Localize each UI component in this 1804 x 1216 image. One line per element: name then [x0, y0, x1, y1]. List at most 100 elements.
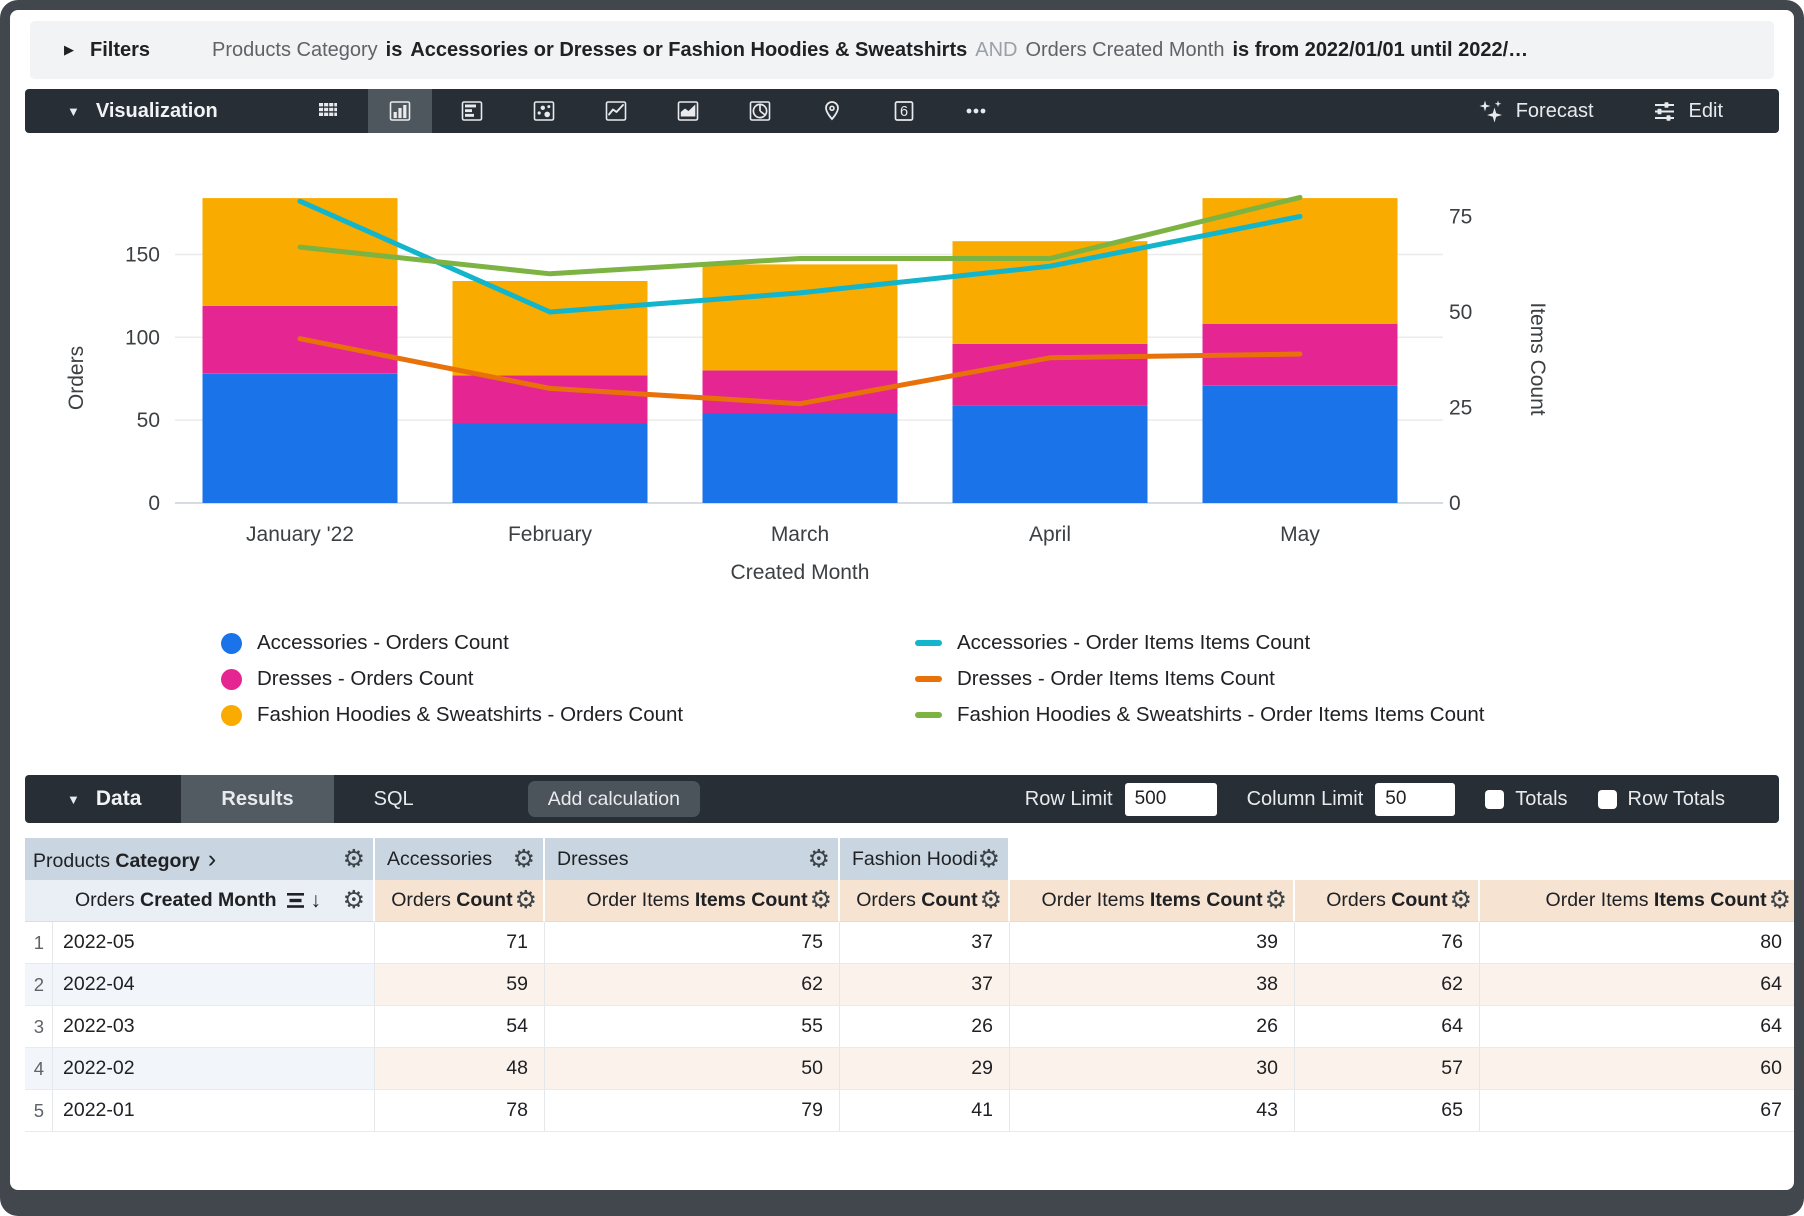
- svg-text:March: March: [771, 523, 829, 546]
- scatter-chart-icon[interactable]: [512, 89, 576, 133]
- gear-icon[interactable]: ⚙: [807, 844, 830, 873]
- legend-left: Accessories - Orders Count Dresses - Ord…: [221, 631, 683, 727]
- column-limit-label: Column Limit: [1246, 787, 1364, 810]
- measure-value: 75: [545, 922, 840, 964]
- row-number: 2: [25, 964, 53, 1006]
- measure-label: Order Items Items Count: [1545, 889, 1767, 911]
- gear-icon[interactable]: ⚙: [1264, 886, 1287, 914]
- measure-column-header[interactable]: Orders Count ⚙: [375, 880, 545, 922]
- measure-group-header[interactable]: Accessories ⚙: [375, 838, 545, 880]
- explore-content: ▶ Filters Products Category is Accessories…: [10, 10, 1794, 1190]
- measure-value: 64: [1480, 1006, 1794, 1048]
- legend-item[interactable]: Dresses - Orders Count: [221, 667, 683, 691]
- measure-value: 60: [1480, 1048, 1794, 1090]
- map-pin-icon[interactable]: [800, 89, 864, 133]
- gear-icon[interactable]: ⚙: [979, 886, 1002, 914]
- legend-item[interactable]: Fashion Hoodies & Sweatshirts - Order It…: [915, 703, 1485, 727]
- combo-chart[interactable]: 0 50 100 150 0 25 50 75 January '22 February March…: [25, 133, 1794, 603]
- visualization-toolbar: ▼ Visualization: [25, 89, 1779, 133]
- column-chart-icon[interactable]: [367, 89, 432, 133]
- edit-button[interactable]: Edit: [1652, 99, 1723, 124]
- legend-circle-swatch: [221, 668, 242, 690]
- measure-column-header[interactable]: Orders Count ⚙: [840, 880, 1010, 922]
- measure-value: 62: [545, 964, 840, 1006]
- svg-text:50: 50: [1449, 301, 1472, 324]
- measure-value: 62: [1295, 964, 1480, 1006]
- filter-summary: Products Category is Accessories or Dresse…: [212, 39, 1536, 62]
- measure-label: Orders Count: [391, 889, 513, 911]
- measure-value: 64: [1295, 1006, 1480, 1048]
- row-limit-input[interactable]: [1124, 782, 1217, 816]
- svg-text:January '22: January '22: [246, 523, 354, 546]
- svg-text:25: 25: [1449, 397, 1472, 420]
- gear-icon[interactable]: ⚙: [514, 886, 537, 914]
- gear-icon[interactable]: ⚙: [342, 844, 365, 873]
- measure-value: 38: [1010, 964, 1295, 1006]
- bar-chart-icon[interactable]: [440, 89, 504, 133]
- svg-text:6: 6: [900, 104, 908, 120]
- measure-column-header[interactable]: Orders Count ⚙: [1295, 880, 1480, 922]
- measure-value: 78: [375, 1090, 545, 1132]
- chevron-right-icon: ›: [207, 844, 217, 873]
- filters-bar[interactable]: ▶ Filters Products Category is Accessories…: [30, 21, 1774, 79]
- tab-results[interactable]: Results: [181, 775, 334, 823]
- single-value-icon[interactable]: 6: [872, 89, 936, 133]
- dimension-column-header[interactable]: Orders Created Month ↓ ⚙: [25, 880, 375, 922]
- group-label: Products Category ›: [33, 844, 217, 873]
- measure-value: 80: [1480, 922, 1794, 964]
- svg-text:50: 50: [137, 409, 160, 432]
- totals-checkbox[interactable]: [1485, 789, 1505, 809]
- measure-value: 54: [375, 1006, 545, 1048]
- products-category-group-header[interactable]: Products Category › ⚙: [25, 838, 375, 880]
- line-chart-icon[interactable]: [584, 89, 648, 133]
- forecast-button[interactable]: Forecast: [1477, 98, 1594, 125]
- more-icon[interactable]: [944, 89, 1008, 133]
- tab-sql[interactable]: SQL: [373, 787, 414, 810]
- row-totals-checkbox[interactable]: [1597, 789, 1617, 809]
- legend-item[interactable]: Accessories - Order Items Items Count: [915, 631, 1485, 655]
- collapse-down-icon[interactable]: ▼: [67, 103, 80, 119]
- measure-value: 71: [375, 922, 545, 964]
- edit-label: Edit: [1688, 99, 1723, 122]
- row-number: 1: [25, 922, 53, 964]
- collapse-down-icon[interactable]: ▼: [67, 791, 80, 807]
- dimension-label: Orders Created Month: [75, 889, 277, 911]
- gear-icon[interactable]: ⚙: [809, 886, 832, 914]
- expand-right-icon[interactable]: ▶: [64, 42, 74, 57]
- measure-group-header[interactable]: Fashion Hoodies & Sweatshirts⚙: [840, 838, 1010, 880]
- legend-item[interactable]: Dresses - Order Items Items Count: [915, 667, 1485, 691]
- gear-icon[interactable]: ⚙: [342, 886, 365, 914]
- group-label: Accessories: [387, 847, 493, 870]
- measure-column-header[interactable]: Order Items Items Count ⚙: [1480, 880, 1794, 922]
- row-number: 3: [25, 1006, 53, 1048]
- add-calculation-button[interactable]: Add calculation: [527, 781, 700, 817]
- svg-text:February: February: [508, 523, 593, 546]
- gear-icon[interactable]: ⚙: [977, 844, 1000, 873]
- table-chart-icon[interactable]: [296, 89, 360, 133]
- gear-icon[interactable]: ⚙: [1768, 886, 1791, 914]
- legend-item[interactable]: Accessories - Orders Count: [221, 631, 683, 655]
- svg-text:75: 75: [1449, 206, 1472, 229]
- gear-icon[interactable]: ⚙: [512, 844, 535, 873]
- area-chart-icon[interactable]: [656, 89, 720, 133]
- column-limit-input[interactable]: [1375, 782, 1456, 816]
- tune-icon: [1654, 101, 1674, 121]
- legend-label: Accessories - Orders Count: [257, 631, 509, 654]
- filter-segment: Accessories or Dresses or Fashion Hoodie…: [410, 38, 968, 61]
- pie-chart-icon[interactable]: [728, 89, 792, 133]
- measure-value: 43: [1010, 1090, 1295, 1132]
- gear-icon[interactable]: ⚙: [1449, 886, 1472, 914]
- legend-item[interactable]: Fashion Hoodies & Sweatshirts - Orders C…: [221, 703, 683, 727]
- measure-value: 41: [840, 1090, 1010, 1132]
- measure-column-header[interactable]: Order Items Items Count ⚙: [545, 880, 840, 922]
- measure-value: 79: [545, 1090, 840, 1132]
- measure-value: 67: [1480, 1090, 1794, 1132]
- measure-value: 48: [375, 1048, 545, 1090]
- forecast-label: Forecast: [1515, 99, 1594, 122]
- svg-text:Created Month: Created Month: [731, 561, 870, 584]
- chart-type-switcher: 6: [296, 89, 1016, 133]
- measure-group-header[interactable]: Dresses ⚙: [545, 838, 840, 880]
- measure-value: 37: [840, 964, 1010, 1006]
- legend-dash-swatch: [915, 676, 942, 682]
- measure-column-header[interactable]: Order Items Items Count ⚙: [1010, 880, 1295, 922]
